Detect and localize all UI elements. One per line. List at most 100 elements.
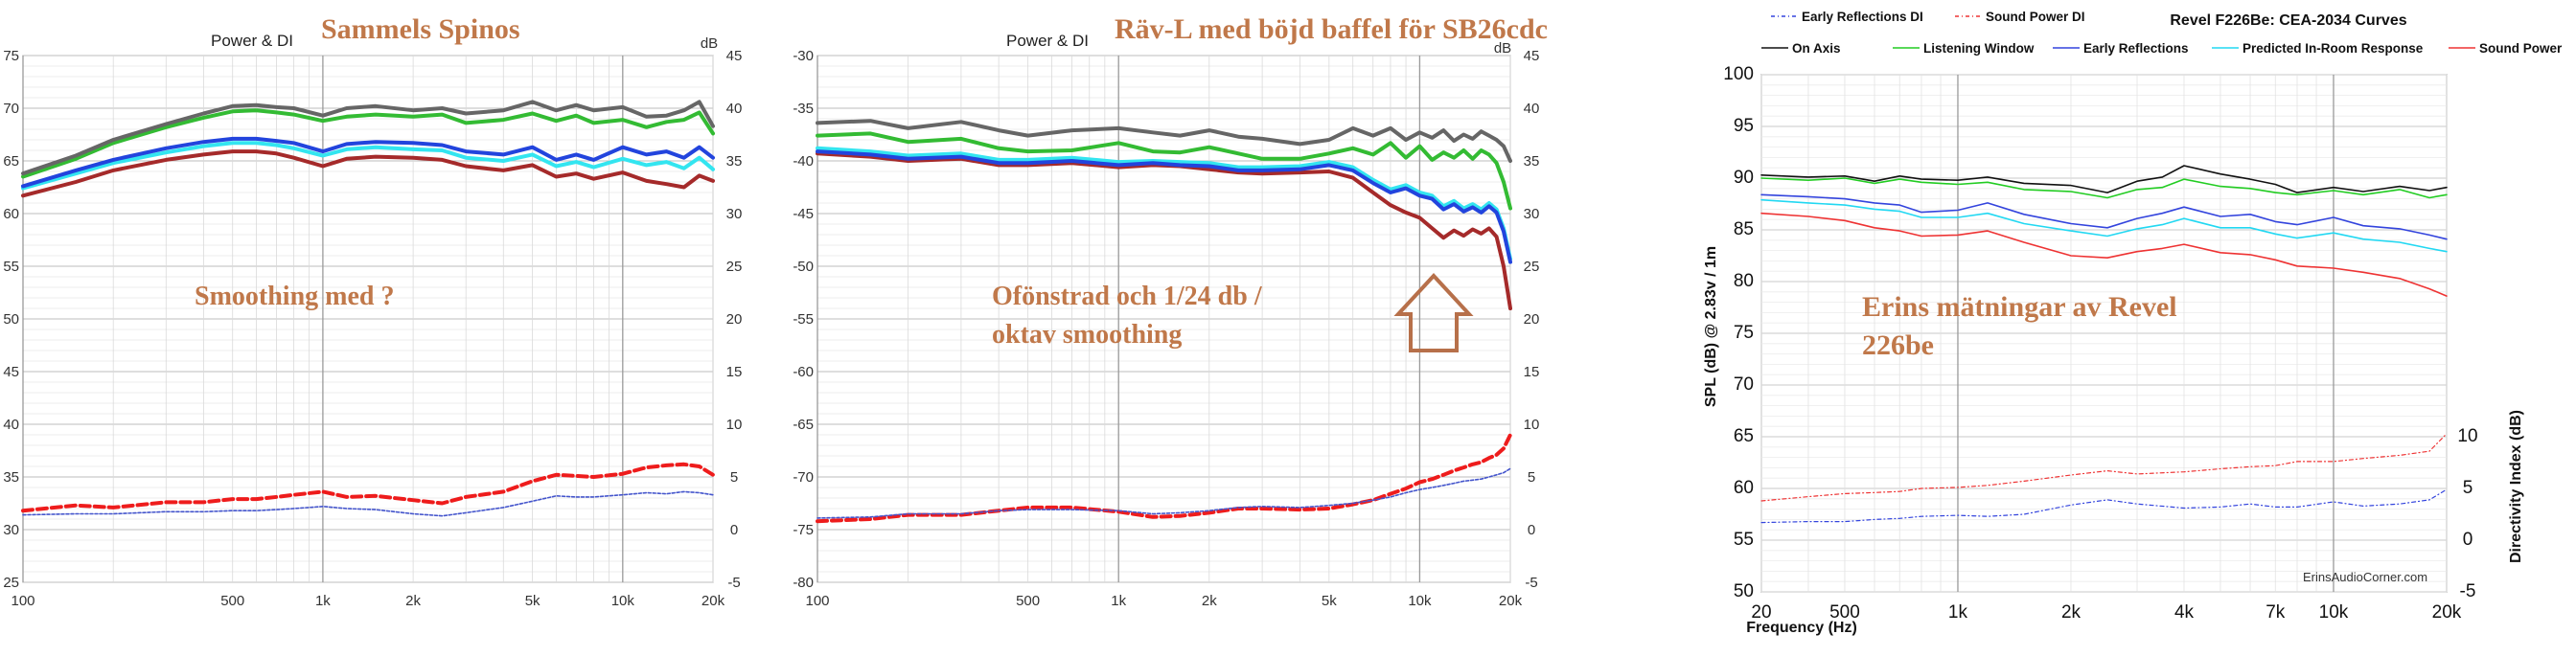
panel3-series bbox=[1760, 165, 2448, 524]
y-tick-left: 60 bbox=[3, 206, 19, 222]
y-tick-left: -45 bbox=[793, 206, 814, 222]
panel2-annotation-line-2: oktav smoothing bbox=[992, 320, 1182, 350]
series-early-reflections-di bbox=[1760, 488, 2448, 524]
y-tick-left: 65 bbox=[1734, 426, 1754, 446]
x-tick: 5k bbox=[1322, 593, 1337, 609]
panel1-tick-labels: 7570656055504540353025454035302520151050… bbox=[3, 48, 742, 609]
y-tick-left: 75 bbox=[1734, 323, 1754, 343]
y-tick-left: 70 bbox=[1734, 374, 1754, 395]
y-tick-right: 45 bbox=[726, 48, 743, 64]
y-tick-right: 25 bbox=[726, 259, 743, 275]
y-tick-left: 100 bbox=[1723, 64, 1754, 84]
y-tick-right: 10 bbox=[1524, 417, 1540, 433]
panel3-left-axis-label: SPL (dB) @ 2.83v / 1m bbox=[1703, 246, 1719, 407]
panel2-title: Power & DI bbox=[1006, 32, 1089, 50]
panel2-annotation-line-1: Ofönstrad och 1/24 db / bbox=[992, 282, 1263, 311]
x-tick: 20k bbox=[1499, 593, 1523, 609]
panel-rav-l: Power & DI dB -30-35-40-45-50-55-60-65-7… bbox=[793, 13, 1548, 609]
y-tick-left: 50 bbox=[3, 311, 19, 328]
x-tick: 1k bbox=[1111, 593, 1126, 609]
y-tick-right: 10 bbox=[2457, 426, 2477, 446]
panel1-annotation-title: Sammels Spinos bbox=[321, 13, 520, 45]
series-gray bbox=[21, 100, 715, 176]
y-tick-right: 25 bbox=[1524, 259, 1540, 275]
y-tick-left: 45 bbox=[3, 364, 19, 380]
panel1-right-unit: dB bbox=[701, 35, 718, 52]
series-blue-dotted bbox=[22, 490, 714, 517]
y-tick-right: 5 bbox=[1528, 469, 1535, 486]
series-cyan bbox=[21, 141, 715, 191]
x-tick: 4k bbox=[2174, 602, 2195, 623]
panel1-series bbox=[21, 100, 715, 517]
panel2-right-unit: dB bbox=[1494, 40, 1511, 57]
series-blue-dotted bbox=[816, 467, 1511, 519]
panel2-series bbox=[816, 119, 1512, 524]
y-tick-right: 5 bbox=[2463, 478, 2473, 498]
x-tick: 10k bbox=[1408, 593, 1432, 609]
x-tick: 500 bbox=[1829, 602, 1860, 623]
y-tick-right: 30 bbox=[1524, 206, 1540, 222]
y-tick-right: 0 bbox=[730, 522, 738, 538]
y-tick-left: -60 bbox=[793, 364, 814, 380]
x-tick: 500 bbox=[1016, 593, 1040, 609]
panel3-x-axis-label: Frequency (Hz) bbox=[1746, 620, 1857, 636]
series-predicted-in-room-response bbox=[1760, 198, 2448, 253]
series-cyan bbox=[816, 146, 1512, 261]
series-blue bbox=[21, 136, 715, 189]
y-tick-left: 75 bbox=[3, 48, 19, 64]
x-tick: 20 bbox=[1751, 602, 1771, 623]
panel3-title: Revel F226Be: CEA-2034 Curves bbox=[2170, 12, 2406, 29]
y-tick-left: 85 bbox=[1734, 219, 1754, 239]
y-tick-left: 55 bbox=[3, 259, 19, 275]
y-tick-right: -5 bbox=[2460, 581, 2476, 601]
y-tick-right: 0 bbox=[1528, 522, 1535, 538]
x-tick: 20k bbox=[2432, 602, 2462, 623]
legend-label: Early Reflections DI bbox=[1802, 10, 1923, 24]
series-blue bbox=[816, 149, 1512, 264]
panel3-right-axis-label: Directivity Index (dB) bbox=[2508, 410, 2524, 563]
series-red-dashed bbox=[21, 462, 715, 513]
y-tick-right: 40 bbox=[726, 101, 743, 117]
legend-label: Early Reflections bbox=[2083, 41, 2189, 56]
y-tick-left: 55 bbox=[1734, 530, 1754, 550]
y-tick-left: 30 bbox=[3, 522, 19, 538]
x-tick: 20k bbox=[702, 593, 725, 609]
legend-label: Predicted In-Room Response bbox=[2242, 41, 2424, 56]
x-tick: 10k bbox=[611, 593, 635, 609]
legend-label: Sound Power DI bbox=[1986, 10, 2085, 24]
y-tick-left: -40 bbox=[793, 153, 814, 170]
x-tick: 100 bbox=[11, 593, 34, 609]
panel3-watermark: ErinsAudioCorner.com bbox=[2303, 570, 2427, 584]
y-tick-left: -80 bbox=[793, 575, 814, 591]
y-tick-left: 60 bbox=[1734, 478, 1754, 498]
y-tick-right: 15 bbox=[726, 364, 743, 380]
series-listening-window bbox=[1760, 177, 2448, 199]
y-tick-left: 90 bbox=[1734, 168, 1754, 188]
y-tick-left: -50 bbox=[793, 259, 814, 275]
x-tick: 2k bbox=[405, 593, 421, 609]
up-arrow-icon bbox=[1393, 273, 1474, 352]
series-green bbox=[816, 131, 1512, 211]
y-tick-left: -70 bbox=[793, 469, 814, 486]
y-tick-left: -75 bbox=[793, 522, 814, 538]
x-tick: 10k bbox=[2319, 602, 2349, 623]
y-tick-left: -65 bbox=[793, 417, 814, 433]
x-tick: 1k bbox=[315, 593, 331, 609]
panel-sammels-spinos: Power & DI dB 75706560555045403530254540… bbox=[3, 13, 742, 609]
y-tick-left: -55 bbox=[793, 311, 814, 328]
y-tick-right: 45 bbox=[1524, 48, 1540, 64]
y-tick-left: 40 bbox=[3, 417, 19, 433]
series-darkred bbox=[21, 149, 715, 198]
y-tick-left: 25 bbox=[3, 575, 19, 591]
panel3-legend: Early Reflections DI Sound Power DI On Axi… bbox=[1761, 10, 2563, 56]
y-tick-left: 80 bbox=[1734, 271, 1754, 291]
panel2-annotation-title: Räv-L med böjd baffel för SB26cdc bbox=[1115, 13, 1548, 45]
series-red-dashed bbox=[816, 433, 1512, 524]
y-tick-right: 10 bbox=[726, 417, 743, 433]
panel3-annotation-line-1: Erins mätningar av Revel bbox=[1862, 291, 2177, 323]
y-tick-right: -5 bbox=[1525, 575, 1537, 591]
y-tick-left: -35 bbox=[793, 101, 814, 117]
series-green bbox=[21, 108, 715, 179]
panel1-annotation-body: Smoothing med ? bbox=[195, 282, 394, 311]
